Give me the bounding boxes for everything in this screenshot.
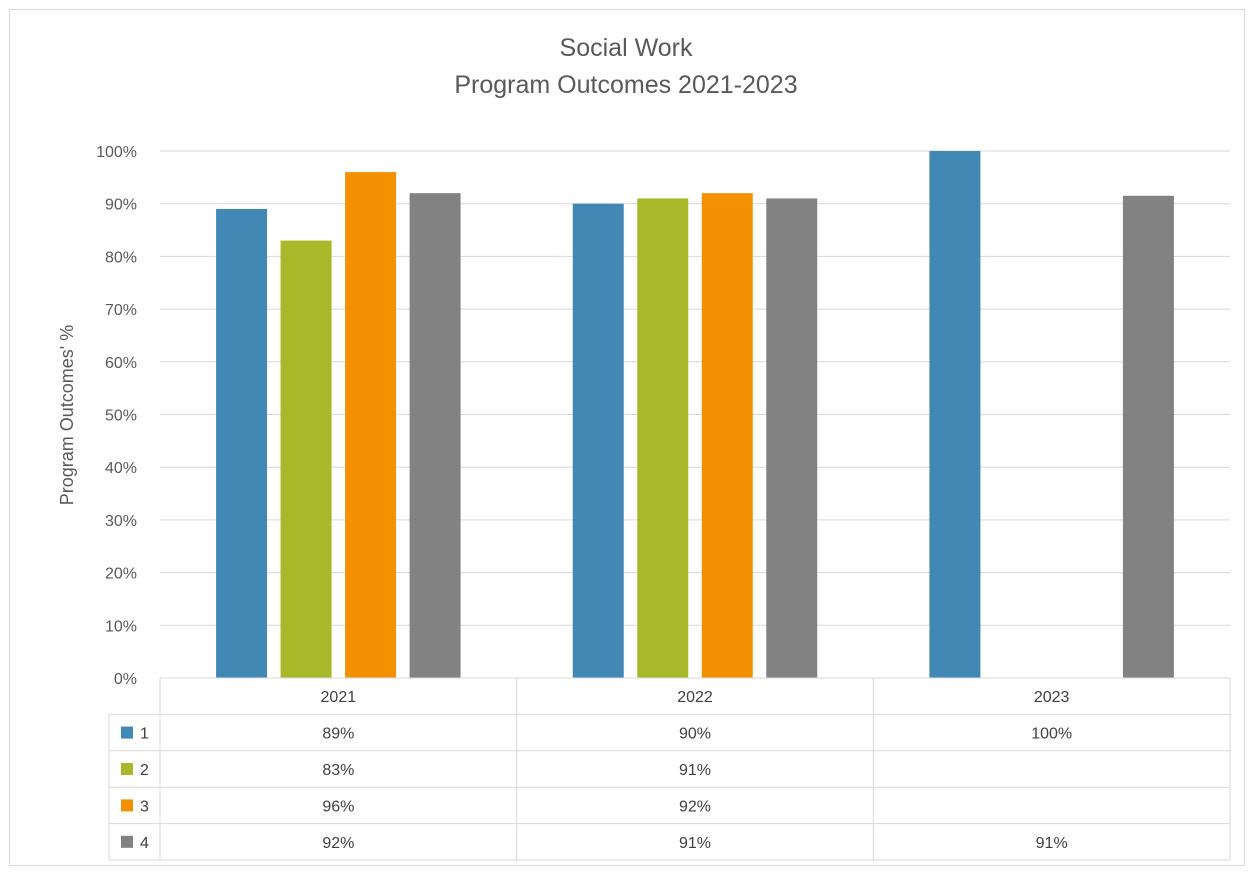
chart-subtitle: Program Outcomes 2021-2023 (454, 71, 797, 99)
bar-series-1-2021 (216, 208, 268, 678)
legend-swatch-4 (121, 835, 133, 848)
chart-frame (9, 9, 1245, 866)
data-label: 83% (322, 762, 354, 779)
y-axis-label: Program Outcomes' % (57, 325, 77, 506)
data-label: 90% (679, 726, 711, 743)
legend-label: 4 (140, 835, 149, 852)
y-tick-label: 20% (105, 566, 137, 583)
data-label: 100% (1031, 726, 1072, 743)
data-table: 2021 2022 2023 1 89% 90% 100% 2 83% 91% 3 96% 92% 4 92… (108, 677, 1231, 861)
data-label: 89% (322, 726, 354, 743)
data-label: 91% (679, 762, 711, 779)
x-tick-label: 2021 (321, 689, 357, 706)
bars (216, 151, 1174, 679)
y-tick-label: 60% (105, 355, 137, 372)
bar-series-3-2022 (701, 193, 753, 678)
y-tick-label: 40% (105, 460, 137, 477)
legend-swatch-2 (121, 763, 133, 775)
legend-label: 3 (140, 798, 149, 815)
legend-swatch-3 (121, 799, 133, 812)
x-tick-label: 2023 (1034, 689, 1070, 706)
data-label: 96% (322, 798, 354, 815)
legend-label: 2 (140, 762, 149, 779)
legend-label: 1 (140, 726, 149, 743)
y-tick-label: 10% (105, 618, 137, 635)
bar-series-2-2022 (637, 198, 689, 678)
y-axis-ticks: 0% 10% 20% 30% 40% 50% 60% 70% 80% 90% 100% (96, 144, 137, 688)
bar-series-1-2022 (572, 203, 624, 678)
bar-series-3-2021 (345, 172, 397, 678)
y-tick-label: 90% (105, 197, 137, 214)
data-label: 91% (679, 835, 711, 852)
bar-series-4-2021 (409, 193, 461, 678)
bar-series-4-2022 (766, 198, 818, 678)
y-tick-label: 70% (105, 302, 137, 319)
y-tick-label: 50% (105, 408, 137, 425)
y-tick-label: 100% (96, 144, 137, 161)
bar-series-4-2023 (1122, 195, 1174, 679)
y-tick-label: 30% (105, 513, 137, 530)
data-label: 91% (1036, 835, 1068, 852)
x-tick-label: 2022 (677, 689, 713, 706)
y-tick-label: 80% (105, 249, 137, 266)
chart-title: Social Work (560, 34, 693, 62)
y-tick-label: 0% (114, 671, 137, 688)
bar-series-1-2023 (929, 151, 981, 678)
legend-swatch-1 (121, 726, 133, 739)
bar-series-2-2021 (280, 240, 332, 678)
data-label: 92% (322, 835, 354, 852)
data-label: 92% (679, 798, 711, 815)
